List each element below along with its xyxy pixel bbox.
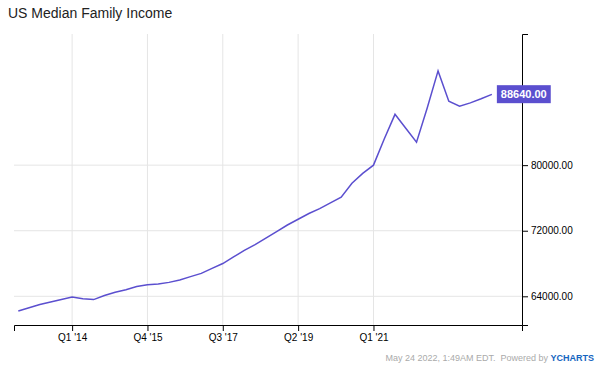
x-tick-mark (147, 325, 148, 331)
grid-line-x (298, 34, 299, 325)
y-tick-label: 72000.00 (531, 225, 573, 236)
footer-brand: YCHARTS (550, 353, 594, 363)
x-tick: Q4 '15 (133, 325, 163, 343)
grid-line-x (72, 34, 73, 325)
line (18, 71, 492, 311)
x-tick-label: Q3 '17 (209, 332, 239, 343)
footer-text: May 24 2022, 1:49AM EDT. Powered by (385, 353, 550, 363)
value-label: 88640.00 (497, 85, 551, 103)
y-tick: 72000.00 (522, 225, 573, 236)
grid-line-x (373, 34, 374, 325)
value-label-text: 88640.00 (501, 88, 547, 100)
x-tick-label: Q1 '14 (58, 332, 88, 343)
y-tick-label: 80000.00 (531, 160, 573, 171)
y-axis: 64000.00 72000.00 80000.00 (522, 35, 573, 326)
x-tick-mark (373, 325, 374, 331)
x-tick-mark (298, 325, 299, 331)
y-axis-line (523, 35, 529, 326)
x-axis: Q1 '14 Q4 '15 Q3 '17 Q2 '19 Q1 '21 (15, 325, 523, 343)
x-tick-label: Q4 '15 (133, 332, 163, 343)
y-tick-label: 64000.00 (531, 291, 573, 302)
x-tick: Q1 '14 (58, 325, 88, 343)
x-tick-mark (223, 325, 224, 331)
x-tick-mark (72, 325, 73, 331)
grid-line-y (14, 165, 522, 166)
footer: May 24 2022, 1:49AM EDT. Powered by YCHA… (385, 353, 594, 363)
x-tick-label: Q2 '19 (284, 332, 314, 343)
chart-container: US Median Family Income Q1 '14 Q4 '15 Q3 '1… (0, 0, 600, 367)
y-tick-mark (522, 296, 528, 297)
grid-line-y (14, 296, 522, 297)
y-tick: 64000.00 (522, 291, 573, 302)
x-tick: Q3 '17 (209, 325, 239, 343)
x-axis-line (15, 326, 523, 332)
value-label-box (497, 85, 551, 103)
chart: US Median Family Income Q1 '14 Q4 '15 Q3 '1… (0, 0, 600, 367)
grid-line-y (14, 230, 522, 231)
plot-area (18, 71, 492, 311)
grid-line-x (222, 34, 223, 325)
x-tick: Q1 '21 (359, 325, 389, 343)
x-tick: Q2 '19 (284, 325, 314, 343)
grid-line-x (147, 34, 148, 325)
y-tick-mark (522, 231, 528, 232)
y-tick-mark (522, 165, 528, 166)
x-tick-label: Q1 '21 (359, 332, 389, 343)
y-tick: 80000.00 (522, 160, 573, 171)
title: US Median Family Income (8, 5, 172, 21)
grid (14, 34, 522, 325)
